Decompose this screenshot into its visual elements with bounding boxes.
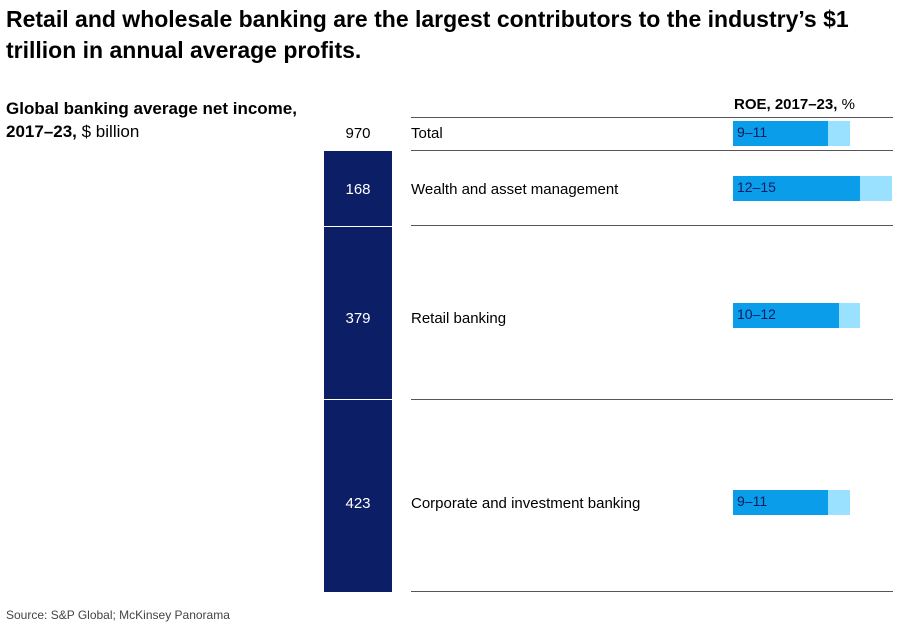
roe-bar-low-total — [733, 121, 828, 146]
roe-bar-low-retail — [733, 303, 839, 328]
roe-label-corporate: 9–11 — [737, 493, 768, 509]
roe-header: ROE, 2017–23, % — [734, 95, 855, 115]
total-row-label: Total — [411, 125, 443, 142]
roe-header-unit: % — [837, 96, 855, 113]
stack-value-corporate: 423 — [345, 495, 371, 512]
left-axis-title: Global banking average net income, 2017–… — [6, 97, 306, 143]
row-label-corporate: Corporate and investment banking — [411, 495, 641, 512]
roe-label-retail: 10–12 — [737, 306, 776, 322]
row-label-retail: Retail banking — [411, 310, 507, 327]
stack-segment-retail — [324, 227, 392, 399]
left-axis-title-unit: $ billion — [76, 122, 140, 141]
stack-segment-wealth — [324, 151, 392, 226]
stack-value-retail: 379 — [345, 310, 371, 327]
roe-bar-low-wealth — [733, 176, 860, 201]
row-label-wealth: Wealth and asset management — [411, 181, 619, 198]
separator-line-top — [411, 117, 893, 118]
left-axis-title-bold: Global banking average net income, 2017–… — [6, 99, 297, 141]
roe-label-total: 9–11 — [737, 124, 768, 140]
separator-line-total — [411, 150, 893, 151]
total-value-label: 970 — [345, 125, 371, 142]
stack-segment-corporate — [324, 400, 392, 592]
separator-line-bottom — [411, 591, 893, 592]
separator-line-retail — [411, 399, 893, 400]
roe-bar-low-corporate — [733, 490, 828, 515]
roe-header-bold: ROE, 2017–23, — [734, 96, 838, 113]
stack-value-wealth: 168 — [345, 181, 371, 198]
source-note: Source: S&P Global; McKinsey Panorama — [6, 608, 230, 622]
roe-label-wealth: 12–15 — [737, 179, 776, 195]
separator-line-wealth — [411, 225, 893, 226]
chart-title: Retail and wholesale banking are the lar… — [6, 6, 849, 63]
